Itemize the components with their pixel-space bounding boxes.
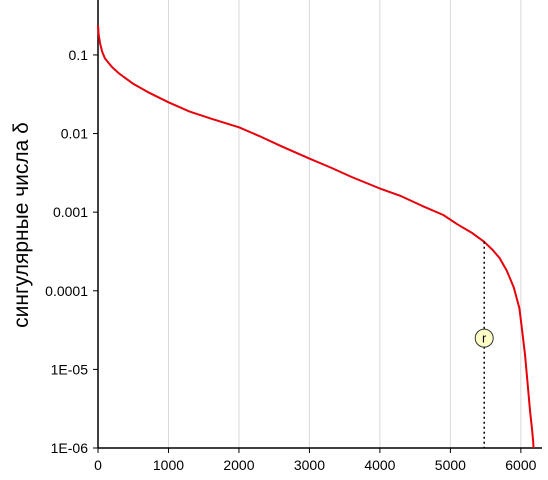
y-tick-labels: 0.1 0.01 0.001 0.0001 1E-05 1E-06 bbox=[45, 47, 88, 456]
series-layer bbox=[97, 25, 535, 449]
y-tick-label-1: 0.01 bbox=[61, 126, 88, 142]
annotation-layer: r bbox=[474, 241, 494, 448]
axes bbox=[93, 0, 542, 453]
x-tick-label-5: 5000 bbox=[435, 457, 466, 473]
x-tick-label-1: 1000 bbox=[153, 457, 184, 473]
annotation-marker-0 bbox=[474, 328, 494, 348]
grid-lines bbox=[167, 0, 522, 448]
x-tick-label-4: 4000 bbox=[364, 457, 395, 473]
series-line-0 bbox=[97, 25, 535, 449]
y-tick-label-2: 0.001 bbox=[53, 204, 88, 220]
x-tick-labels: 0 1000 2000 3000 4000 5000 6000 bbox=[94, 457, 537, 473]
y-tick-label-5: 1E-06 bbox=[51, 440, 89, 456]
x-tick-label-6: 6000 bbox=[505, 457, 536, 473]
annotation-label-0: r bbox=[482, 331, 487, 346]
y-tick-label-0: 0.1 bbox=[69, 47, 89, 63]
x-tick-label-2: 2000 bbox=[223, 457, 254, 473]
y-axis-label: сингулярные числа δ bbox=[10, 122, 33, 328]
x-tick-label-3: 3000 bbox=[294, 457, 325, 473]
y-tick-label-4: 1E-05 bbox=[51, 361, 89, 377]
x-tick-label-0: 0 bbox=[94, 457, 102, 473]
y-tick-label-3: 0.0001 bbox=[45, 283, 88, 299]
